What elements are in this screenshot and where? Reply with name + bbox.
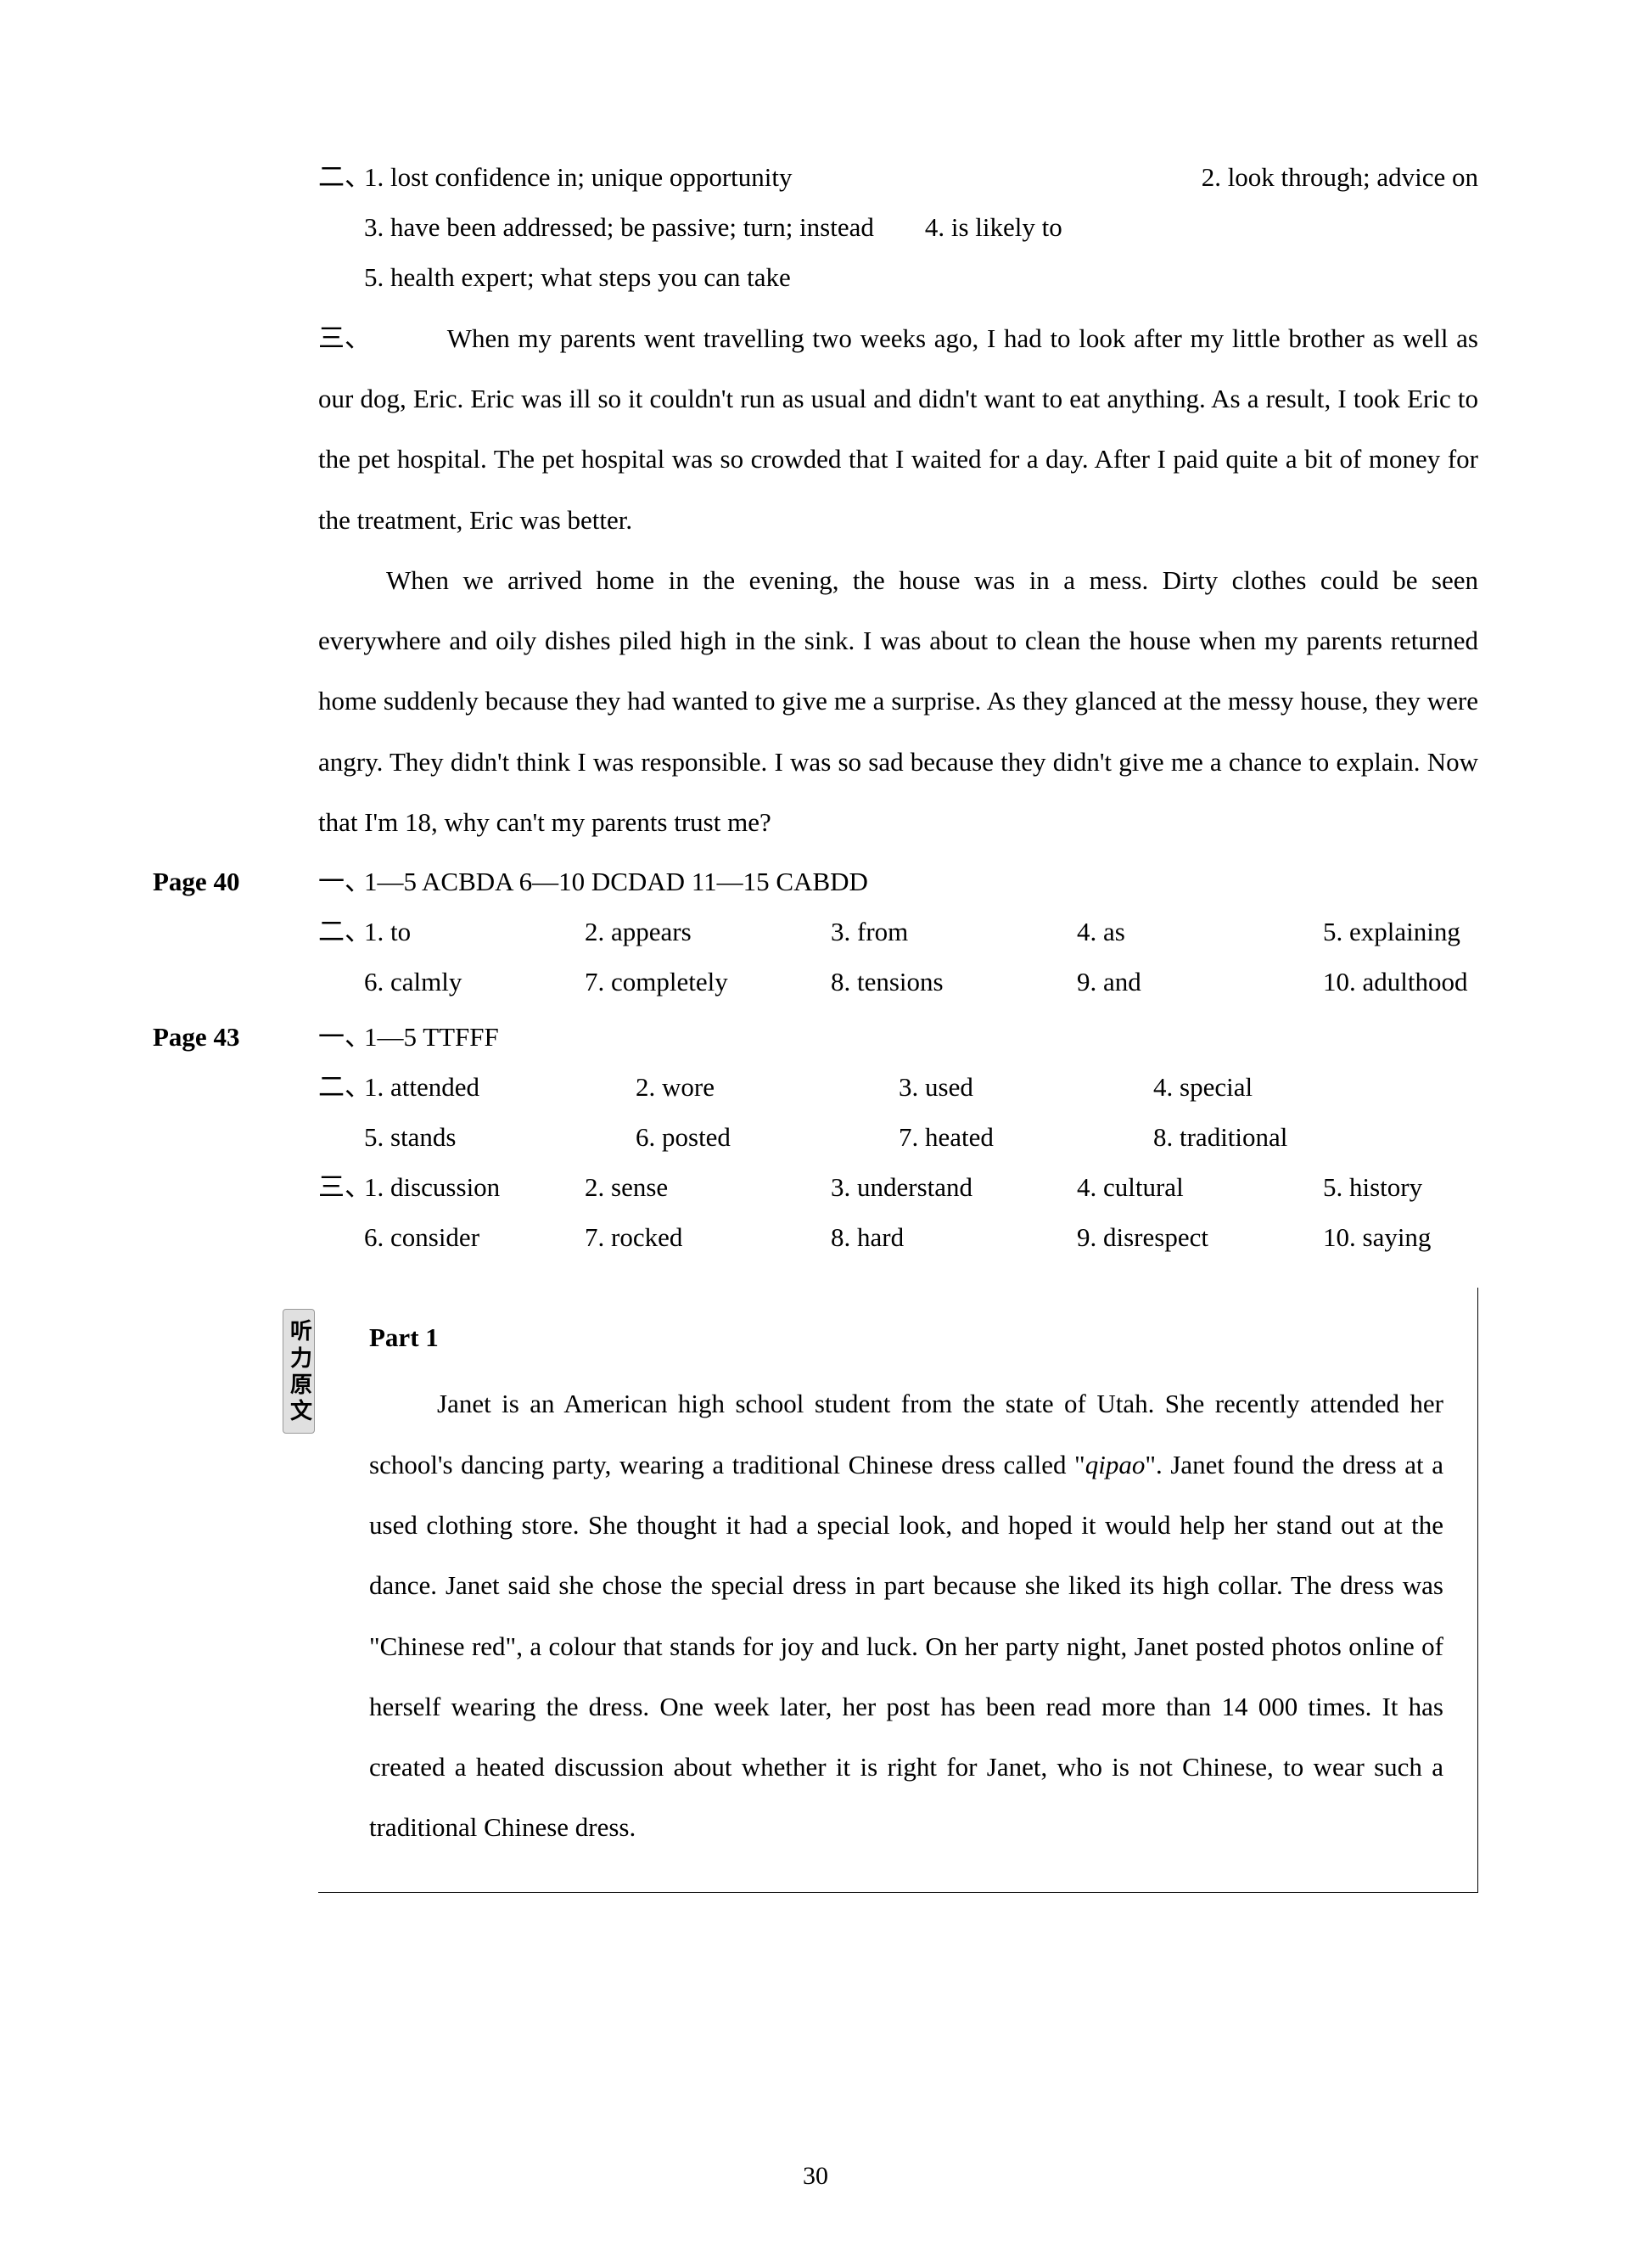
p40-a7: 7. completely	[585, 957, 831, 1008]
p40-a4: 4. as	[1077, 907, 1323, 957]
p40-a6: 6. calmly	[364, 957, 585, 1008]
p43-b10: 10. saying	[1323, 1213, 1544, 1263]
page40-sec2-r2: 6. calmly 7. completely 8. tensions 9. a…	[318, 957, 1544, 1008]
sec2-line3: 5. health expert; what steps you can tak…	[318, 253, 1478, 303]
item-2: 2. look through; advice on	[1202, 153, 1478, 203]
listening-text: Janet is an American high school student…	[369, 1373, 1443, 1857]
page40-line1: 一、 1—5 ACBDA 6—10 DCDAD 11—15 CABDD	[318, 857, 1544, 907]
item-4: 4. is likely to	[925, 203, 1062, 253]
section-3-row: 三、 When my parents went travelling two w…	[153, 308, 1478, 853]
p43-a6: 6. posted	[636, 1113, 899, 1163]
page43-sec3-r1: 三、 1. discussion 2. sense 3. understand …	[318, 1163, 1544, 1213]
section-marker-3: 三、	[318, 308, 371, 368]
p43-b5: 5. history	[1323, 1163, 1544, 1213]
p40-a2: 2. appears	[585, 907, 831, 957]
p40-a8: 8. tensions	[831, 957, 1077, 1008]
p43-b4: 4. cultural	[1077, 1163, 1323, 1213]
p43-b7: 7. rocked	[585, 1213, 831, 1263]
listening-box: 听 力 原 文 Part 1 Janet is an American high…	[318, 1288, 1478, 1892]
page40-content: 一、 1—5 ACBDA 6—10 DCDAD 11—15 CABDD 二、 1…	[318, 857, 1544, 1008]
tab-char-3: 原	[290, 1372, 314, 1398]
page-number: 30	[803, 2152, 828, 2200]
page40-marker1: 一、	[318, 857, 364, 907]
page43-row: Page 43 一、 1—5 TTFFF 二、 1. attended 2. w…	[153, 1013, 1478, 1262]
p40-a3: 3. from	[831, 907, 1077, 957]
page-container: 二、 1. lost confidence in; unique opportu…	[0, 0, 1631, 2268]
page40-marker2: 二、	[318, 907, 364, 957]
page43-line1: 一、 1—5 TTFFF	[318, 1013, 1544, 1063]
item-3: 3. have been addressed; be passive; turn…	[364, 203, 874, 253]
page43-sec2-r1: 二、 1. attended 2. wore 3. used 4. specia…	[318, 1063, 1544, 1113]
sec2-line1: 二、 1. lost confidence in; unique opportu…	[318, 153, 1478, 203]
p43-a5: 5. stands	[364, 1113, 636, 1163]
p43-a4: 4. special	[1153, 1063, 1408, 1113]
page43-marker2: 二、	[318, 1063, 364, 1113]
tab-char-4: 文	[290, 1398, 314, 1424]
p43-b3: 3. understand	[831, 1163, 1077, 1213]
p43-b9: 9. disrespect	[1077, 1213, 1323, 1263]
tab-char-2: 力	[290, 1345, 314, 1372]
page40-answers: 1—5 ACBDA 6—10 DCDAD 11—15 CABDD	[364, 857, 868, 907]
page43-answers: 1—5 TTFFF	[364, 1013, 499, 1063]
p43-a8: 8. traditional	[1153, 1113, 1408, 1163]
page43-sec3-r2: 6. consider 7. rocked 8. hard 9. disresp…	[318, 1213, 1544, 1263]
p43-b2: 2. sense	[585, 1163, 831, 1213]
essay-p2: When we arrived home in the evening, the…	[318, 565, 1478, 837]
page40-sec2-r1: 二、 1. to 2. appears 3. from 4. as 5. exp…	[318, 907, 1544, 957]
listening-post: ". Janet found the dress at a used cloth…	[369, 1450, 1443, 1843]
p43-b1: 1. discussion	[364, 1163, 585, 1213]
p43-a1: 1. attended	[364, 1063, 636, 1113]
p43-a7: 7. heated	[899, 1113, 1153, 1163]
p43-a3: 3. used	[899, 1063, 1153, 1113]
section-2-row: 二、 1. lost confidence in; unique opportu…	[153, 153, 1478, 303]
page43-sec2-r2: 5. stands 6. posted 7. heated 8. traditi…	[318, 1113, 1544, 1163]
section-3-content: 三、 When my parents went travelling two w…	[318, 308, 1478, 853]
p40-a9: 9. and	[1077, 957, 1323, 1008]
p43-b8: 8. hard	[831, 1213, 1077, 1263]
listening-tab: 听 力 原 文	[283, 1309, 315, 1434]
section-2-content: 二、 1. lost confidence in; unique opportu…	[318, 153, 1478, 303]
p43-b6: 6. consider	[364, 1213, 585, 1263]
p40-a1: 1. to	[364, 907, 585, 957]
section-marker-2: 二、	[318, 153, 364, 203]
essay-p1: When my parents went travelling two week…	[318, 323, 1478, 535]
p40-a5: 5. explaining	[1323, 907, 1544, 957]
item-1: 1. lost confidence in; unique opportunit…	[364, 153, 793, 203]
tab-char-1: 听	[290, 1318, 314, 1345]
page40-row1: Page 40 一、 1—5 ACBDA 6—10 DCDAD 11—15 CA…	[153, 857, 1478, 1008]
item-5: 5. health expert; what steps you can tak…	[364, 262, 791, 292]
sec2-line2: 3. have been addressed; be passive; turn…	[318, 203, 1478, 253]
p40-a10: 10. adulthood	[1323, 957, 1544, 1008]
page43-content: 一、 1—5 TTFFF 二、 1. attended 2. wore 3. u…	[318, 1013, 1544, 1262]
page43-marker3: 三、	[318, 1163, 364, 1213]
page43-marker1: 一、	[318, 1013, 364, 1063]
part-title: Part 1	[369, 1313, 1443, 1363]
page40-label: Page 40	[153, 857, 318, 907]
p43-a2: 2. wore	[636, 1063, 899, 1113]
page43-label: Page 43	[153, 1013, 318, 1063]
listening-italic: qipao	[1085, 1450, 1146, 1479]
